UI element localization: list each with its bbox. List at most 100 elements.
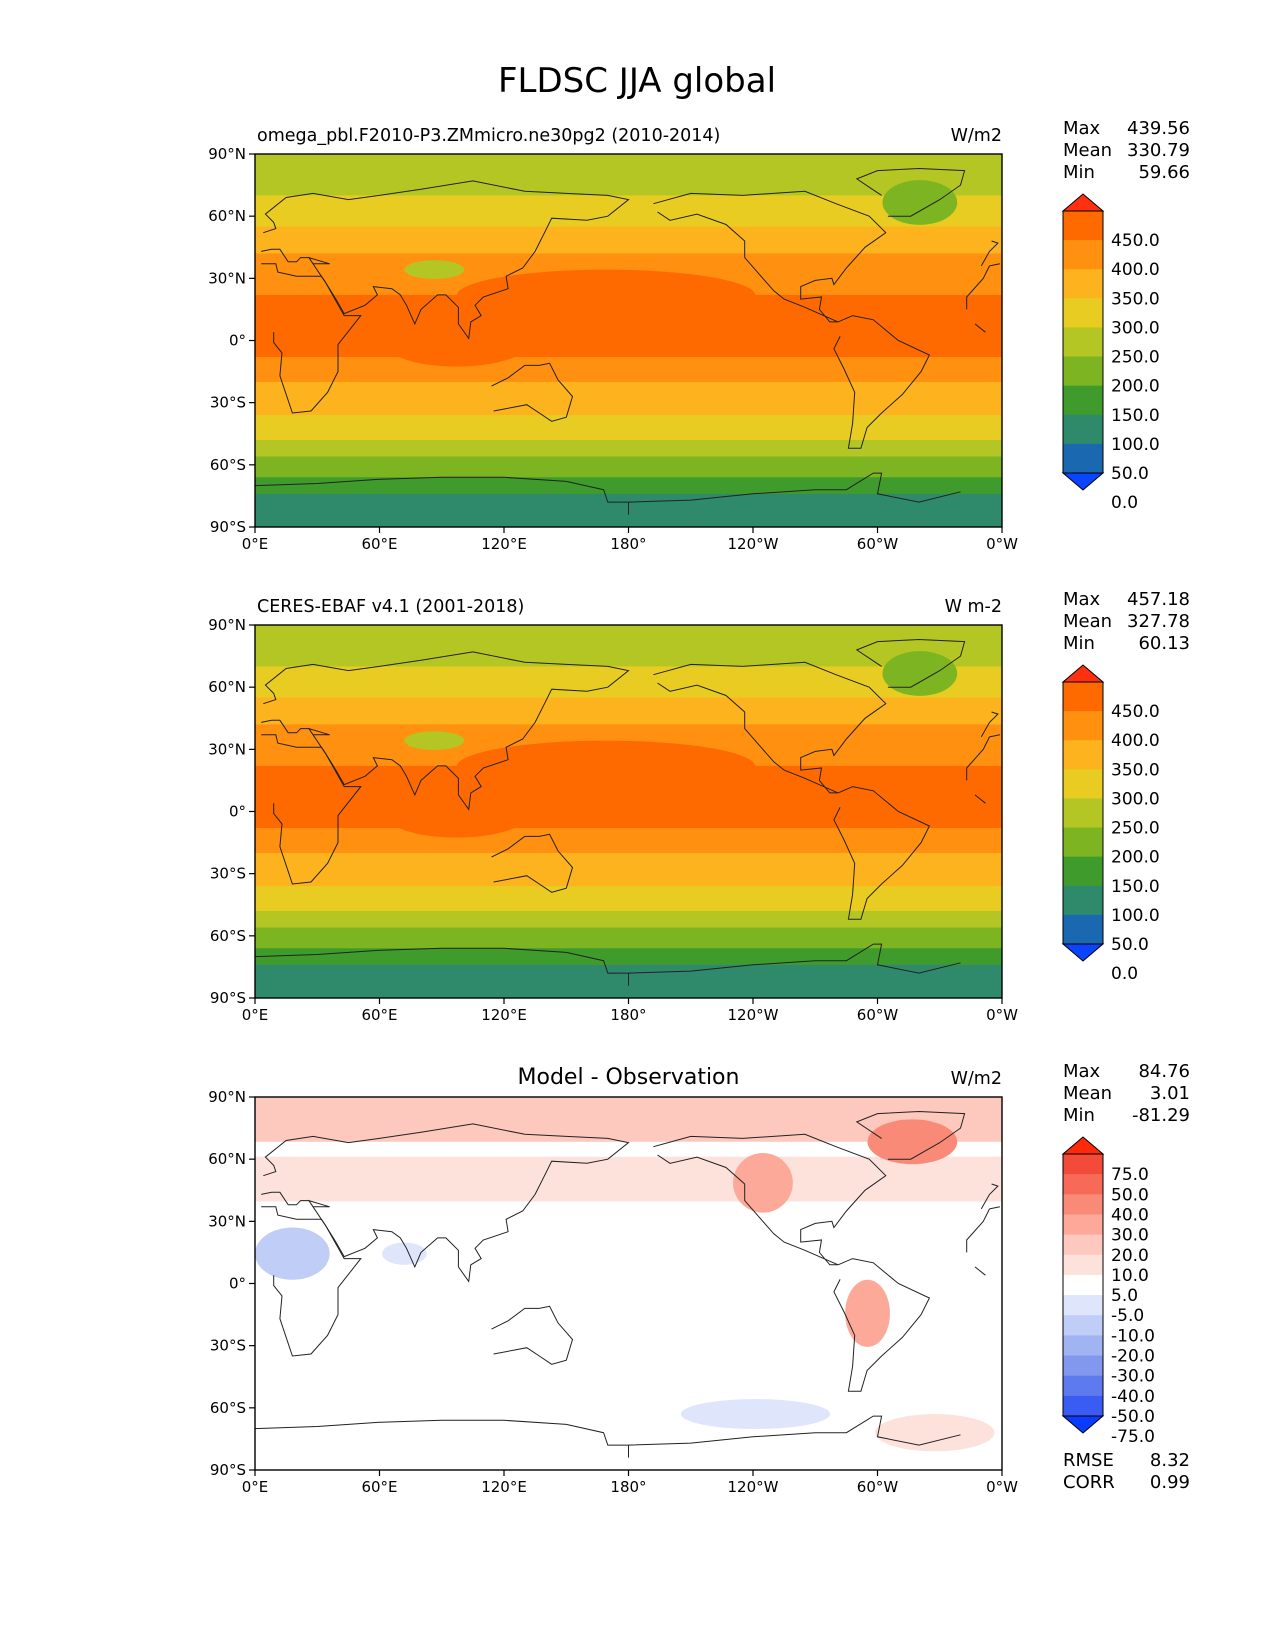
weddell-positive-anomaly bbox=[875, 1414, 995, 1452]
colorbar-max-extend bbox=[1061, 664, 1105, 683]
stat-value: 3.01 bbox=[1150, 1083, 1190, 1104]
colorbar-segment bbox=[1063, 1395, 1103, 1417]
panel-title-center: Model - Observation bbox=[518, 1065, 740, 1090]
stat-value: 330.79 bbox=[1127, 140, 1190, 161]
coastline bbox=[261, 1123, 1000, 1283]
stat-value: 439.56 bbox=[1127, 118, 1190, 139]
colorbar-label: 5.0 bbox=[1111, 1286, 1138, 1306]
colorbar-segment bbox=[1063, 1295, 1103, 1316]
lon-tick-label: 0°W bbox=[986, 1478, 1018, 1496]
lon-tick-label: 0°E bbox=[242, 535, 269, 553]
panel-1: 90°N 60°N 30°N 0° 30°S 60°S 90°S0°E 60°E 120°E 18… bbox=[208, 118, 1190, 553]
coastline bbox=[855, 638, 966, 688]
lat-tick-label: 0° bbox=[229, 803, 246, 821]
stat-value: 60.13 bbox=[1138, 633, 1190, 654]
field-band bbox=[255, 154, 1002, 196]
colorbar-label: 450.0 bbox=[1111, 231, 1160, 251]
field-band bbox=[255, 799, 1002, 829]
field-band bbox=[255, 852, 1002, 887]
panel-title-left: CERES-EBAF v4.1 (2001-2018) bbox=[257, 597, 524, 617]
colorbar-segment bbox=[1063, 856, 1103, 887]
colorbar-label: 200.0 bbox=[1111, 848, 1160, 868]
colorbar-label: -30.0 bbox=[1111, 1367, 1155, 1387]
lat-tick-label: 0° bbox=[229, 332, 246, 350]
lon-tick-label: 60°W bbox=[857, 535, 899, 553]
lon-tick-label: 180° bbox=[610, 535, 646, 553]
coastline bbox=[653, 190, 887, 323]
lon-tick-label: 60°W bbox=[857, 1478, 899, 1496]
colorbar-max-extend bbox=[1061, 1136, 1105, 1155]
colorbar-max-extend bbox=[1061, 193, 1105, 212]
coastline bbox=[255, 943, 961, 986]
colorbar: 450.0 400.0 350.0 300.0 250.0 200.0 150.0 100.0… bbox=[1061, 193, 1160, 513]
rockies-positive-anomaly bbox=[733, 1152, 793, 1213]
colorbar-segment bbox=[1063, 682, 1103, 712]
lat-tick-label: 60°S bbox=[210, 1399, 246, 1417]
lon-tick-label: 0°E bbox=[242, 1478, 269, 1496]
coastline bbox=[855, 1110, 966, 1160]
coastline bbox=[833, 315, 931, 449]
coastline bbox=[491, 833, 574, 893]
field-band bbox=[255, 415, 1002, 441]
colorbar-label: 200.0 bbox=[1111, 377, 1160, 397]
greenland-region bbox=[882, 180, 958, 225]
stat-value: 84.76 bbox=[1138, 1061, 1190, 1082]
lat-tick-label: 30°N bbox=[208, 740, 246, 758]
colorbar-label: 300.0 bbox=[1111, 318, 1160, 338]
colorbar-label: 0.0 bbox=[1111, 964, 1138, 984]
extra-stat-label: RMSE bbox=[1063, 1450, 1114, 1471]
lon-tick-label: 60°E bbox=[361, 535, 397, 553]
stat-label: Min bbox=[1063, 633, 1095, 654]
colorbar-segment bbox=[1063, 798, 1103, 829]
midlat-positive-band bbox=[255, 1156, 1002, 1202]
colorbar-segment bbox=[1063, 1335, 1103, 1357]
greenland-anomaly bbox=[867, 1119, 958, 1165]
panel-units: W m-2 bbox=[945, 597, 1002, 617]
colorbar-min-extend bbox=[1061, 943, 1105, 962]
colorbar-label: 30.0 bbox=[1111, 1226, 1149, 1246]
coastline bbox=[833, 1258, 931, 1392]
panel-2: 90°N 60°N 30°N 0° 30°S 60°S 90°S0°E 60°E 120°E 18… bbox=[208, 589, 1190, 1024]
colorbar-label: -10.0 bbox=[1111, 1326, 1155, 1346]
lat-tick-label: 60°N bbox=[208, 1150, 246, 1168]
colorbar-segment bbox=[1063, 1375, 1103, 1397]
field-band bbox=[255, 357, 1002, 383]
colorbar-segment bbox=[1063, 327, 1103, 358]
colorbar-label: 40.0 bbox=[1111, 1205, 1149, 1225]
lon-tick-label: 120°E bbox=[481, 1478, 527, 1496]
coastline bbox=[255, 1415, 961, 1458]
greenland-region bbox=[882, 651, 958, 696]
indian-ocean-region bbox=[381, 785, 532, 838]
lat-tick-label: 60°N bbox=[208, 678, 246, 696]
colorbar-segment bbox=[1063, 385, 1103, 416]
extra-stat-label: CORR bbox=[1063, 1472, 1115, 1493]
lon-tick-label: 120°W bbox=[728, 1478, 779, 1496]
coastline bbox=[833, 786, 931, 920]
colorbar-label: 350.0 bbox=[1111, 760, 1160, 780]
colorbar-label: 250.0 bbox=[1111, 348, 1160, 368]
colorbar-segment bbox=[1063, 1154, 1103, 1175]
arabia-negative-anomaly bbox=[381, 1242, 427, 1265]
lat-tick-label: 90°S bbox=[210, 518, 246, 536]
colorbar: 75.050.040.030.020.010.05.0-5.0-10.0-20.… bbox=[1061, 1136, 1155, 1447]
coastline bbox=[491, 362, 574, 422]
colorbar-segment bbox=[1063, 769, 1103, 799]
sahara-negative-anomaly bbox=[255, 1227, 330, 1280]
colorbar-label: 50.0 bbox=[1111, 1185, 1149, 1205]
colorbar-label: -50.0 bbox=[1111, 1407, 1155, 1427]
colorbar-segment bbox=[1063, 1194, 1103, 1215]
stat-label: Max bbox=[1063, 1061, 1101, 1082]
andes-positive-anomaly bbox=[845, 1279, 890, 1347]
map-field bbox=[255, 1097, 1002, 1470]
colorbar-segment bbox=[1063, 1355, 1103, 1377]
field-band bbox=[255, 910, 1002, 929]
colorbar-label: 150.0 bbox=[1111, 877, 1160, 897]
colorbar-label: -5.0 bbox=[1111, 1306, 1144, 1326]
extra-stat-value: 0.99 bbox=[1150, 1472, 1190, 1493]
map-field bbox=[255, 154, 1002, 527]
colorbar-label: 0.0 bbox=[1111, 493, 1138, 513]
stat-label: Min bbox=[1063, 1105, 1095, 1126]
stat-label: Mean bbox=[1063, 140, 1112, 161]
field-band bbox=[255, 697, 1002, 725]
